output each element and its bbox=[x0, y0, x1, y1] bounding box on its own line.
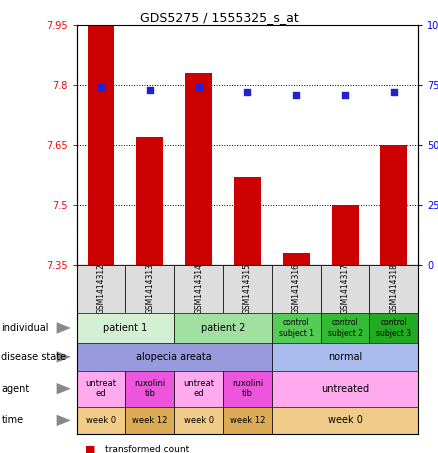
Text: untreated: untreated bbox=[321, 384, 369, 394]
FancyBboxPatch shape bbox=[77, 371, 125, 407]
Text: GDS5275 / 1555325_s_at: GDS5275 / 1555325_s_at bbox=[140, 11, 298, 24]
Point bbox=[342, 91, 349, 98]
Text: GSM1414315: GSM1414315 bbox=[243, 263, 252, 314]
FancyBboxPatch shape bbox=[77, 313, 174, 343]
FancyBboxPatch shape bbox=[272, 343, 418, 371]
Point bbox=[146, 86, 153, 93]
Text: week 12: week 12 bbox=[132, 416, 168, 425]
FancyBboxPatch shape bbox=[174, 371, 223, 407]
Bar bbox=[136, 137, 163, 265]
Point bbox=[390, 88, 397, 96]
Point bbox=[244, 88, 251, 96]
Polygon shape bbox=[57, 383, 71, 395]
FancyBboxPatch shape bbox=[125, 371, 174, 407]
Text: GSM1414316: GSM1414316 bbox=[292, 263, 301, 314]
Text: GSM1414318: GSM1414318 bbox=[389, 263, 399, 314]
Text: normal: normal bbox=[328, 352, 362, 362]
Text: patient 2: patient 2 bbox=[201, 323, 245, 333]
Text: week 0: week 0 bbox=[328, 415, 363, 425]
FancyBboxPatch shape bbox=[223, 407, 272, 434]
FancyBboxPatch shape bbox=[272, 371, 418, 407]
Text: transformed count: transformed count bbox=[105, 445, 189, 453]
Text: week 12: week 12 bbox=[230, 416, 265, 425]
Text: patient 1: patient 1 bbox=[103, 323, 148, 333]
FancyBboxPatch shape bbox=[77, 343, 272, 371]
FancyBboxPatch shape bbox=[370, 265, 418, 313]
Text: individual: individual bbox=[1, 323, 49, 333]
Text: untreat
ed: untreat ed bbox=[85, 379, 117, 398]
Text: ruxolini
tib: ruxolini tib bbox=[232, 379, 263, 398]
Text: disease state: disease state bbox=[1, 352, 67, 362]
Text: agent: agent bbox=[1, 384, 29, 394]
Text: control
subject 3: control subject 3 bbox=[376, 318, 411, 337]
FancyBboxPatch shape bbox=[321, 265, 370, 313]
Point bbox=[98, 84, 105, 91]
Text: alopecia areata: alopecia areata bbox=[136, 352, 212, 362]
Bar bbox=[381, 145, 407, 265]
Text: control
subject 2: control subject 2 bbox=[328, 318, 363, 337]
Text: time: time bbox=[1, 415, 24, 425]
Text: ruxolini
tib: ruxolini tib bbox=[134, 379, 166, 398]
FancyBboxPatch shape bbox=[174, 407, 223, 434]
Bar bbox=[185, 73, 212, 265]
Text: week 0: week 0 bbox=[86, 416, 116, 425]
Point bbox=[293, 91, 300, 98]
Text: GSM1414317: GSM1414317 bbox=[341, 263, 350, 314]
Text: week 0: week 0 bbox=[184, 416, 214, 425]
Bar bbox=[332, 205, 358, 265]
Polygon shape bbox=[57, 351, 71, 363]
Text: control
subject 1: control subject 1 bbox=[279, 318, 314, 337]
FancyBboxPatch shape bbox=[223, 371, 272, 407]
FancyBboxPatch shape bbox=[272, 313, 321, 343]
Bar bbox=[283, 253, 310, 265]
Text: ■: ■ bbox=[85, 445, 96, 453]
Text: untreat
ed: untreat ed bbox=[183, 379, 214, 398]
Polygon shape bbox=[57, 322, 71, 334]
FancyBboxPatch shape bbox=[174, 313, 272, 343]
FancyBboxPatch shape bbox=[125, 265, 174, 313]
FancyBboxPatch shape bbox=[370, 313, 418, 343]
FancyBboxPatch shape bbox=[272, 265, 321, 313]
FancyBboxPatch shape bbox=[321, 313, 370, 343]
FancyBboxPatch shape bbox=[174, 265, 223, 313]
Polygon shape bbox=[57, 414, 71, 426]
Bar bbox=[88, 25, 114, 265]
Text: GSM1414312: GSM1414312 bbox=[96, 263, 106, 314]
Text: GSM1414313: GSM1414313 bbox=[145, 263, 154, 314]
Bar bbox=[234, 177, 261, 265]
FancyBboxPatch shape bbox=[125, 407, 174, 434]
FancyBboxPatch shape bbox=[77, 407, 125, 434]
Text: GSM1414314: GSM1414314 bbox=[194, 263, 203, 314]
Point bbox=[195, 84, 202, 91]
FancyBboxPatch shape bbox=[77, 265, 125, 313]
FancyBboxPatch shape bbox=[272, 407, 418, 434]
FancyBboxPatch shape bbox=[223, 265, 272, 313]
